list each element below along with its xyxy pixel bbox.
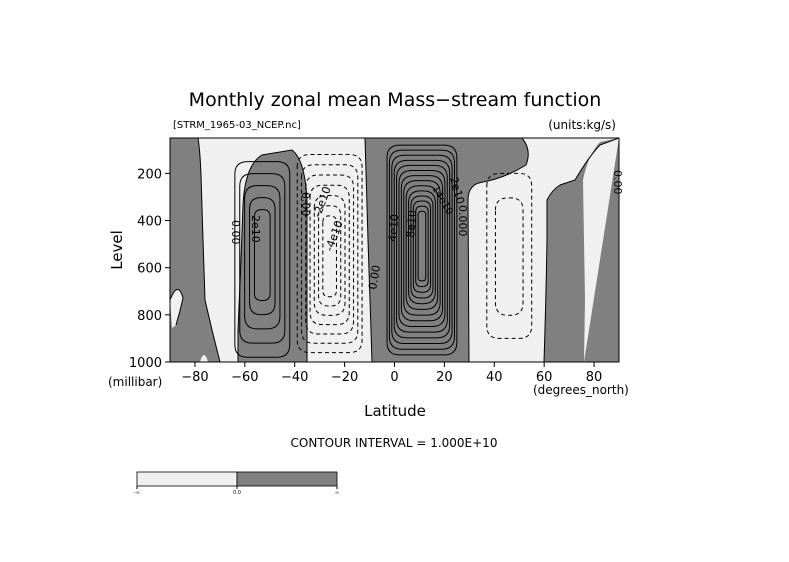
island-south-2 [200, 355, 208, 362]
contour-line [415, 205, 429, 288]
contour-label: 0.00 [611, 170, 624, 195]
contour-line [322, 215, 337, 298]
colorbar-negative-swatch [136, 471, 238, 487]
colorbar-positive-swatch [236, 471, 338, 487]
contour-line [309, 184, 350, 326]
colorbar-tick-label: 0.0 [233, 490, 241, 496]
contour-line [486, 172, 533, 339]
contour-line [296, 154, 363, 354]
contour-line [398, 170, 446, 327]
x-tick-label: 80 [586, 370, 603, 385]
x-axis-title: Latitude [364, 402, 426, 420]
contour-line [410, 195, 434, 299]
zero-contour-2 [237, 149, 308, 362]
zero-contour-5 [543, 138, 619, 362]
x-tick-label: 40 [486, 370, 503, 385]
zero-contours [170, 138, 619, 362]
contour-line [412, 200, 432, 293]
zero-contour-1 [197, 138, 221, 362]
contour-line [318, 205, 342, 307]
negative-islands [170, 289, 208, 362]
contour-line [253, 209, 271, 301]
y-tick-label: 600 [137, 262, 162, 277]
y-tick-label: 400 [137, 215, 162, 230]
island-south-1 [170, 289, 183, 328]
contour-line [408, 190, 436, 305]
x-tick-label: 20 [436, 370, 453, 385]
contour-label-group: 0.00 2e10 0.00 -2e10 -4e10 0.00 4e10 8e1… [229, 170, 624, 291]
y-units-label: (millibar) [108, 375, 162, 389]
contour-label: 4e10 [386, 213, 401, 242]
colorbar-tick-label: -∞ [134, 490, 140, 496]
contour-line [244, 185, 281, 330]
shaded-region-equatorial-cell [365, 138, 529, 362]
contour-lines [234, 144, 533, 358]
positive-regions [170, 138, 619, 362]
x-tick-label: −20 [331, 370, 358, 385]
x-axis: −80 −60 −40 −20 0 20 40 60 80 [181, 362, 602, 385]
contour-label: 0.00 [366, 264, 383, 290]
colorbar-tick-label: ∞ [335, 490, 339, 496]
contour-line [391, 154, 453, 345]
x-tick-label: 0 [390, 370, 398, 385]
x-tick-label: 60 [536, 370, 553, 385]
contour-line [403, 180, 441, 316]
y-tick-label: 800 [137, 309, 162, 324]
zero-contour-6 [170, 289, 184, 326]
file-label: [STRM_1965-03_NCEP.nc] [173, 120, 301, 131]
zero-contour-4 [467, 138, 529, 362]
contour-line [249, 197, 276, 316]
contour-line [313, 194, 346, 316]
x-tick-label: −40 [281, 370, 308, 385]
contour-line [400, 175, 444, 322]
contour-label: 0.00 [229, 220, 242, 245]
contour-label: 0.000 [456, 205, 469, 237]
contour-line [234, 161, 291, 358]
contour-label: 0.00 [299, 192, 312, 217]
contour-line [417, 210, 427, 282]
shaded-region-sh-cell [170, 138, 307, 362]
y-axis-title: Level [108, 230, 126, 270]
contour-line [494, 197, 524, 316]
y-tick-label: 1000 [129, 356, 162, 371]
contour-line [396, 164, 448, 333]
contour-label: 8e10 [404, 209, 419, 238]
colorbar: -∞ 0.0 ∞ [134, 471, 339, 496]
contour-line [305, 174, 355, 335]
units-label: (units:kg/s) [548, 118, 616, 132]
contour-line [388, 149, 455, 350]
contour-interval-text: CONTOUR INTERVAL = 1.000E+10 [291, 436, 498, 450]
x-units-label: (degrees_north) [533, 383, 629, 397]
zero-contour-3 [364, 138, 373, 362]
contour-line [393, 159, 451, 339]
y-axis: 200 400 600 800 1000 [129, 167, 170, 371]
contour-line [405, 185, 439, 310]
y-tick-label: 200 [137, 167, 162, 182]
contour-line [386, 144, 458, 356]
shaded-region-nh-polar [544, 138, 619, 362]
chart-title: Monthly zonal mean Mass−stream function [189, 89, 602, 111]
contour-label: 2e10 [249, 215, 262, 243]
x-tick-label: −80 [181, 370, 208, 385]
x-tick-label: −60 [231, 370, 258, 385]
